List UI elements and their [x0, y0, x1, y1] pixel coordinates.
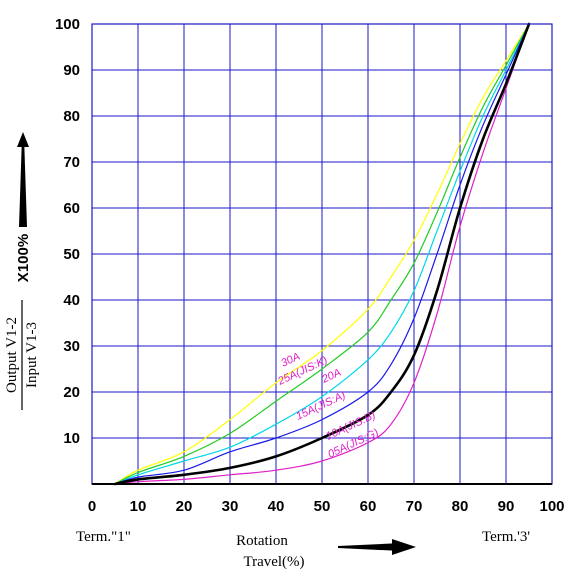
x-tick-label: 20 [176, 498, 193, 515]
x-tick-label: 90 [498, 498, 515, 515]
series-group [113, 22, 531, 486]
term-right-label: Term.'3' [482, 529, 530, 545]
series-line-10a-jis-b [113, 22, 531, 486]
y-axis-denominator: Input V1-3 [24, 322, 40, 388]
x-axis-arrow-icon [338, 539, 416, 555]
y-tick-label: 100 [55, 16, 80, 33]
y-tick-label: 50 [63, 246, 80, 263]
series-line-15a-jis-a [114, 23, 530, 485]
series-line-25a-jis-k [114, 23, 530, 485]
series-line-05a-jis-g [114, 23, 530, 485]
y-tick-label: 80 [63, 108, 80, 125]
x-axis-label-line2: Travel(%) [243, 554, 304, 570]
x-axis-label-line1: Rotation [236, 533, 288, 549]
plot-frame [91, 23, 553, 485]
term-left-label: Term."1" [76, 529, 131, 545]
y-axis-label: Output V1-2 Input V1-3 [4, 300, 40, 410]
y-tick-label: 40 [63, 292, 80, 309]
x-tick-label: 30 [222, 498, 239, 515]
x-tick-label: 50 [314, 498, 331, 515]
y-axis-arrow-icon [17, 132, 29, 227]
y-tick-label: 30 [63, 338, 80, 355]
y-axis-numerator: Output V1-2 [4, 317, 20, 393]
y-axis-multiplier-label: X100% [15, 234, 32, 282]
x-tick-label: 100 [539, 498, 564, 515]
y-axis-multiplier: X100% [15, 234, 32, 282]
x-tick-label: 60 [360, 498, 377, 515]
x-tick-label: 40 [268, 498, 285, 515]
series-line-30a [114, 23, 530, 485]
x-tick-label: 70 [406, 498, 423, 515]
y-tick-label: 20 [63, 384, 80, 401]
x-tick-labels: 0 10 20 30 40 50 60 70 80 90 100 [88, 498, 565, 515]
y-tick-label: 90 [63, 62, 80, 79]
series-line-20a [114, 23, 530, 485]
y-tick-label: 10 [63, 430, 80, 447]
y-tick-label: 70 [63, 154, 80, 171]
x-tick-label: 80 [452, 498, 469, 515]
y-tick-label: 60 [63, 200, 80, 217]
x-tick-label: 10 [130, 498, 147, 515]
x-tick-label: 0 [88, 498, 96, 515]
y-tick-labels: 10 20 30 40 50 60 70 80 90 100 [55, 16, 80, 447]
